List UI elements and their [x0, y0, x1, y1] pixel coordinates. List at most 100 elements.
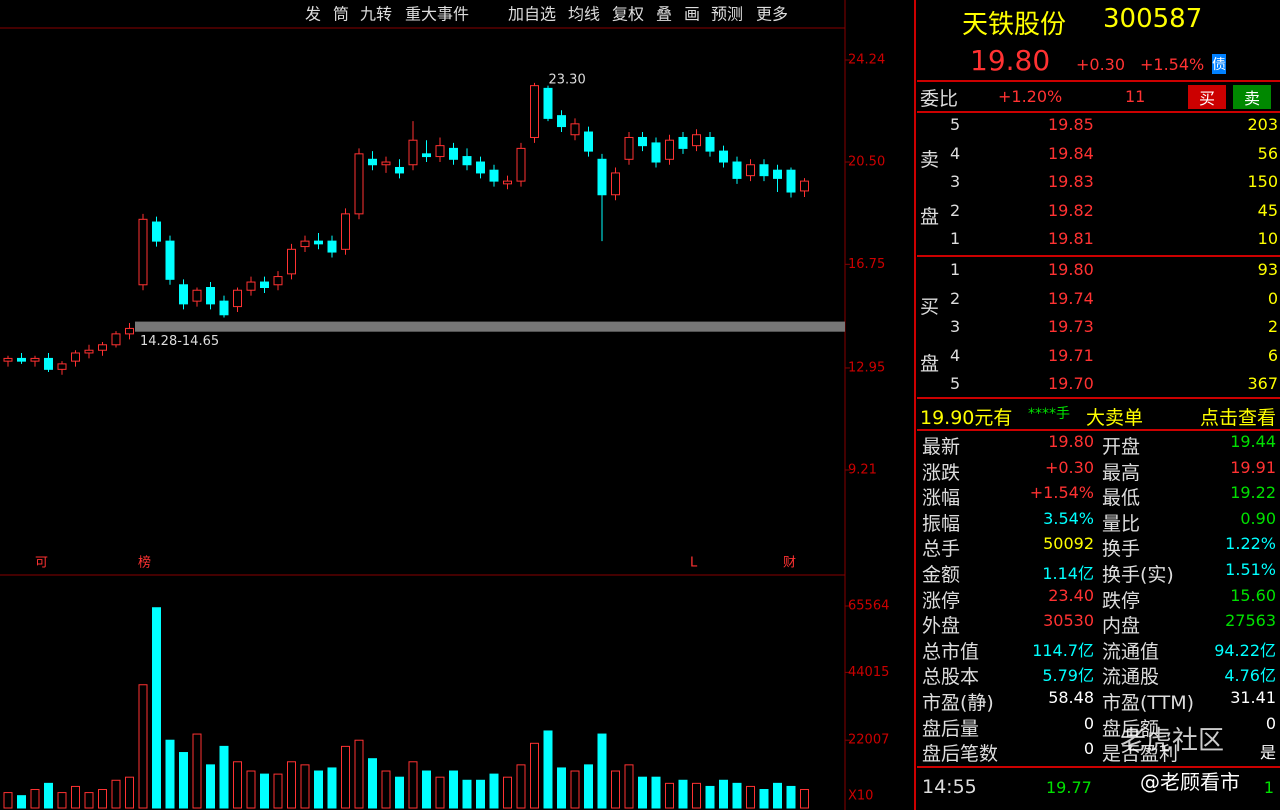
toolbar-button: 叠: [656, 5, 672, 24]
stat-value: 15.60: [1230, 585, 1276, 605]
stat-label: 换手: [1102, 538, 1141, 561]
stat-label: 涨跌: [922, 461, 961, 484]
side-label: 盘: [920, 353, 940, 375]
level-volume: 56: [1257, 143, 1278, 163]
level: 2: [950, 200, 961, 220]
candle-body: [678, 136, 688, 149]
volume-bar: [3, 792, 13, 809]
banner-text: 大卖单: [1086, 407, 1144, 429]
candle-body: [381, 161, 391, 166]
y-tick-label: 12.95: [848, 360, 885, 375]
candle-body: [543, 87, 553, 119]
volume-bar: [422, 770, 431, 809]
candle-body: [530, 85, 539, 138]
stat-value: 1.14亿: [1042, 564, 1094, 583]
stat-label: 涨幅: [922, 487, 961, 510]
volume-bar: [314, 770, 323, 809]
candle-body: [98, 344, 107, 351]
volume-bar: [381, 770, 391, 809]
level-volume: 6: [1267, 345, 1278, 365]
volume-bar: [557, 767, 566, 809]
y-tick-label: 65564: [848, 598, 889, 613]
stat-label: 最低: [1102, 487, 1141, 510]
candle-body: [395, 166, 404, 174]
candle-body: [557, 115, 566, 128]
candle-body: [3, 357, 13, 362]
stock-code: 300587: [1103, 4, 1203, 34]
candle-body: [125, 327, 134, 335]
stat-label: 是否盈利: [1102, 743, 1179, 766]
volume-bar: [98, 789, 107, 809]
y-tick-label: 44015: [848, 665, 889, 680]
candle-body: [624, 136, 634, 160]
event-marker: L: [690, 556, 698, 571]
volume-bar: [638, 776, 647, 809]
toolbar-button: 预测: [711, 5, 743, 24]
volume-bar: [705, 785, 715, 809]
candle-body: [300, 240, 310, 248]
stat-value: 5.79亿: [1042, 666, 1094, 686]
side-label: 卖: [920, 149, 940, 171]
volume-bar: [300, 764, 310, 809]
y-tick-label: 22007: [848, 733, 889, 748]
candle-body: [476, 161, 485, 174]
ratio-diff: 11: [1125, 87, 1146, 106]
max-label: 23.30: [549, 72, 586, 87]
tick-time: 14:55: [922, 776, 977, 798]
change: +0.30: [1076, 55, 1126, 74]
volume-bar: [57, 792, 67, 809]
background: [0, 0, 916, 810]
candle-body: [651, 142, 661, 163]
level: 4: [950, 143, 961, 163]
tick-volume: 1: [1263, 778, 1274, 797]
buy-button[interactable]: 买: [1188, 85, 1226, 109]
stat-value: 0.90: [1240, 508, 1276, 528]
y-tick-label: 16.75: [848, 257, 885, 272]
level: 1: [950, 260, 961, 279]
level-volume: 45: [1257, 200, 1278, 220]
stat-label: 内盘: [1102, 615, 1141, 638]
ratio-label: 委比: [920, 88, 959, 110]
stat-label: 开盘: [1102, 436, 1141, 458]
stat-value: 27563: [1225, 611, 1276, 631]
candle-body: [341, 213, 350, 250]
y-tick-label: 24.24: [848, 53, 885, 68]
stat-label: 市盈(TTM): [1102, 692, 1195, 714]
stat-value: 是: [1259, 743, 1276, 763]
level: 3: [950, 317, 961, 336]
banner-text: ****手: [1028, 406, 1070, 422]
event-marker: 榜: [138, 555, 151, 571]
candle-body: [206, 287, 215, 305]
candle-body: [233, 289, 242, 308]
volume-bar: [233, 761, 242, 809]
volume-bar: [570, 770, 580, 809]
stat-value: 50092: [1043, 534, 1094, 554]
stat-value: 3.54%: [1043, 508, 1094, 528]
toolbar-button: 画: [684, 5, 700, 24]
banner-text[interactable]: 点击查看: [1199, 407, 1276, 429]
sell-button[interactable]: 卖: [1233, 85, 1271, 109]
volume-bar: [273, 773, 283, 809]
unit-label: X10: [848, 789, 873, 804]
event-marker: 可: [35, 556, 48, 571]
level-volume: 93: [1257, 260, 1278, 279]
stat-value: 94.22亿: [1214, 640, 1276, 660]
stat-label: 量比: [1102, 512, 1141, 535]
stat-value: 19.44: [1230, 432, 1276, 451]
volume-bar: [71, 785, 80, 809]
side-label: 盘: [920, 206, 940, 228]
candle-body: [611, 172, 620, 196]
candle-body: [435, 145, 445, 158]
toolbar-button: 更多: [756, 5, 788, 24]
candle-body: [165, 240, 175, 280]
candle-body: [665, 139, 674, 160]
candle-body: [800, 180, 809, 192]
stat-value: 0: [1265, 713, 1276, 733]
volume-bar: [395, 776, 404, 809]
volume-bar: [111, 779, 121, 809]
candle-body: [273, 276, 283, 286]
candle-body: [638, 136, 647, 147]
badge: 债: [1212, 54, 1226, 74]
volume-bar: [530, 742, 539, 809]
volume-bar: [435, 776, 445, 809]
